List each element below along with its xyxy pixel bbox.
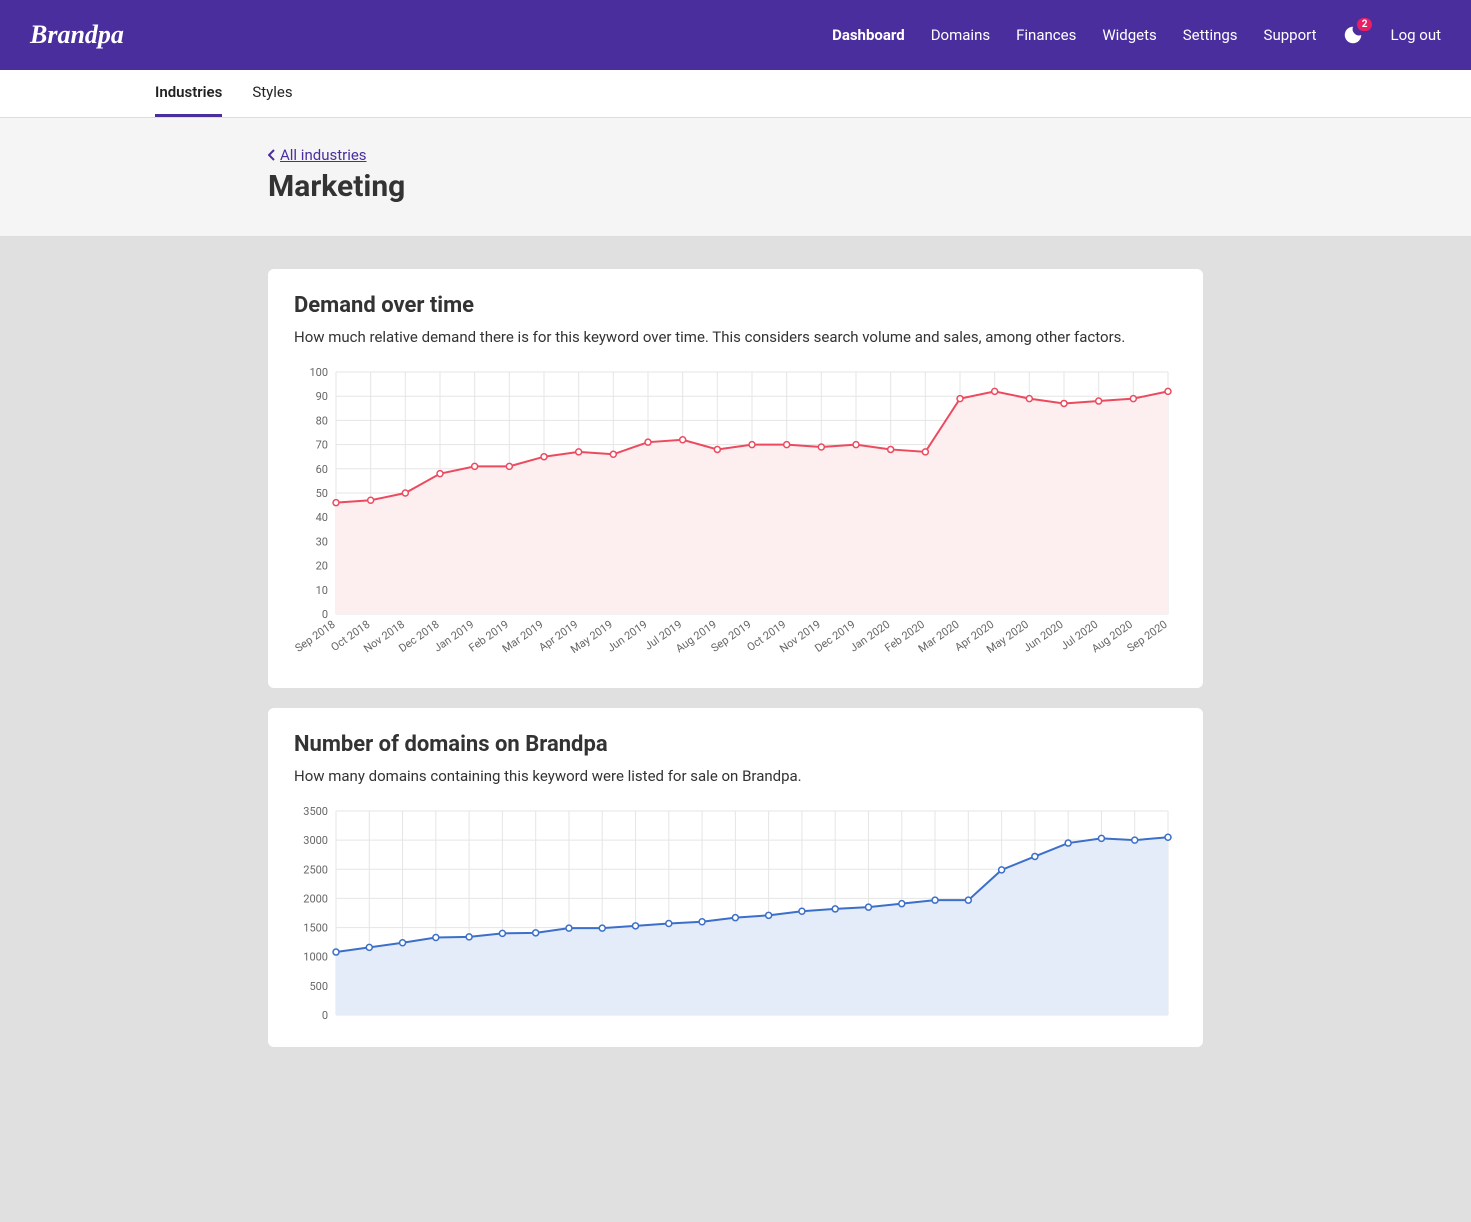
svg-text:20: 20 [316, 560, 328, 573]
svg-text:1500: 1500 [303, 922, 328, 935]
chart2-title: Number of domains on Brandpa [294, 732, 1177, 757]
navbar: Brandpa Dashboard Domains Finances Widgets S… [0, 0, 1471, 70]
svg-text:50: 50 [316, 487, 328, 500]
svg-text:70: 70 [316, 439, 328, 452]
svg-text:Jun 2019: Jun 2019 [605, 618, 650, 655]
breadcrumb-label: All industries [280, 146, 367, 164]
svg-text:500: 500 [309, 980, 328, 993]
subnav-industries[interactable]: Industries [155, 70, 222, 117]
svg-text:100: 100 [309, 366, 328, 379]
notifications-button[interactable]: 2 [1342, 24, 1364, 46]
nav-items: Dashboard Domains Finances Widgets Settings S… [832, 24, 1441, 46]
nav-finances[interactable]: Finances [1016, 26, 1076, 44]
domains-chart-card: Number of domains on Brandpa How many do… [268, 708, 1203, 1047]
chart1-svg: 0102030405060708090100Sep 2018Oct 2018No… [294, 364, 1174, 664]
svg-text:80: 80 [316, 414, 328, 427]
svg-text:Jun 2020: Jun 2020 [1021, 618, 1066, 655]
logout-link[interactable]: Log out [1390, 26, 1441, 44]
svg-text:3500: 3500 [303, 805, 328, 818]
nav-domains[interactable]: Domains [931, 26, 990, 44]
svg-text:60: 60 [316, 463, 328, 476]
svg-text:3000: 3000 [303, 834, 328, 847]
notif-badge: 2 [1357, 18, 1373, 31]
demand-chart-card: Demand over time How much relative deman… [268, 269, 1203, 688]
subnav-styles[interactable]: Styles [252, 70, 292, 117]
svg-text:2000: 2000 [303, 892, 328, 905]
svg-text:Sep 2018: Sep 2018 [294, 618, 338, 655]
page-title: Marketing [268, 169, 1203, 204]
nav-dashboard[interactable]: Dashboard [832, 26, 905, 44]
svg-text:0: 0 [322, 1009, 328, 1022]
chart1-desc: How much relative demand there is for th… [294, 328, 1177, 346]
svg-text:10: 10 [316, 584, 328, 597]
svg-text:30: 30 [316, 535, 328, 548]
svg-text:2500: 2500 [303, 863, 328, 876]
svg-text:90: 90 [316, 390, 328, 403]
header-section: All industries Marketing [0, 118, 1471, 237]
breadcrumb-all-industries[interactable]: All industries [268, 146, 367, 164]
brand-logo[interactable]: Brandpa [30, 20, 124, 50]
nav-support[interactable]: Support [1264, 26, 1317, 44]
chart1-title: Demand over time [294, 293, 1177, 318]
chart2-wrap: 0 500 1000 1500 2000 2500 3000 3500 [294, 803, 1177, 1023]
content: Demand over time How much relative deman… [0, 237, 1471, 1099]
chart2-svg: 0 500 1000 1500 2000 2500 3000 3500 [294, 803, 1174, 1023]
nav-widgets[interactable]: Widgets [1102, 26, 1156, 44]
subnav: Industries Styles [0, 70, 1471, 118]
nav-settings[interactable]: Settings [1183, 26, 1238, 44]
svg-text:1000: 1000 [303, 951, 328, 964]
chart1-wrap: 0102030405060708090100Sep 2018Oct 2018No… [294, 364, 1177, 664]
chart2-desc: How many domains containing this keyword… [294, 767, 1177, 785]
chevron-left-icon [268, 149, 276, 161]
svg-text:40: 40 [316, 511, 328, 524]
